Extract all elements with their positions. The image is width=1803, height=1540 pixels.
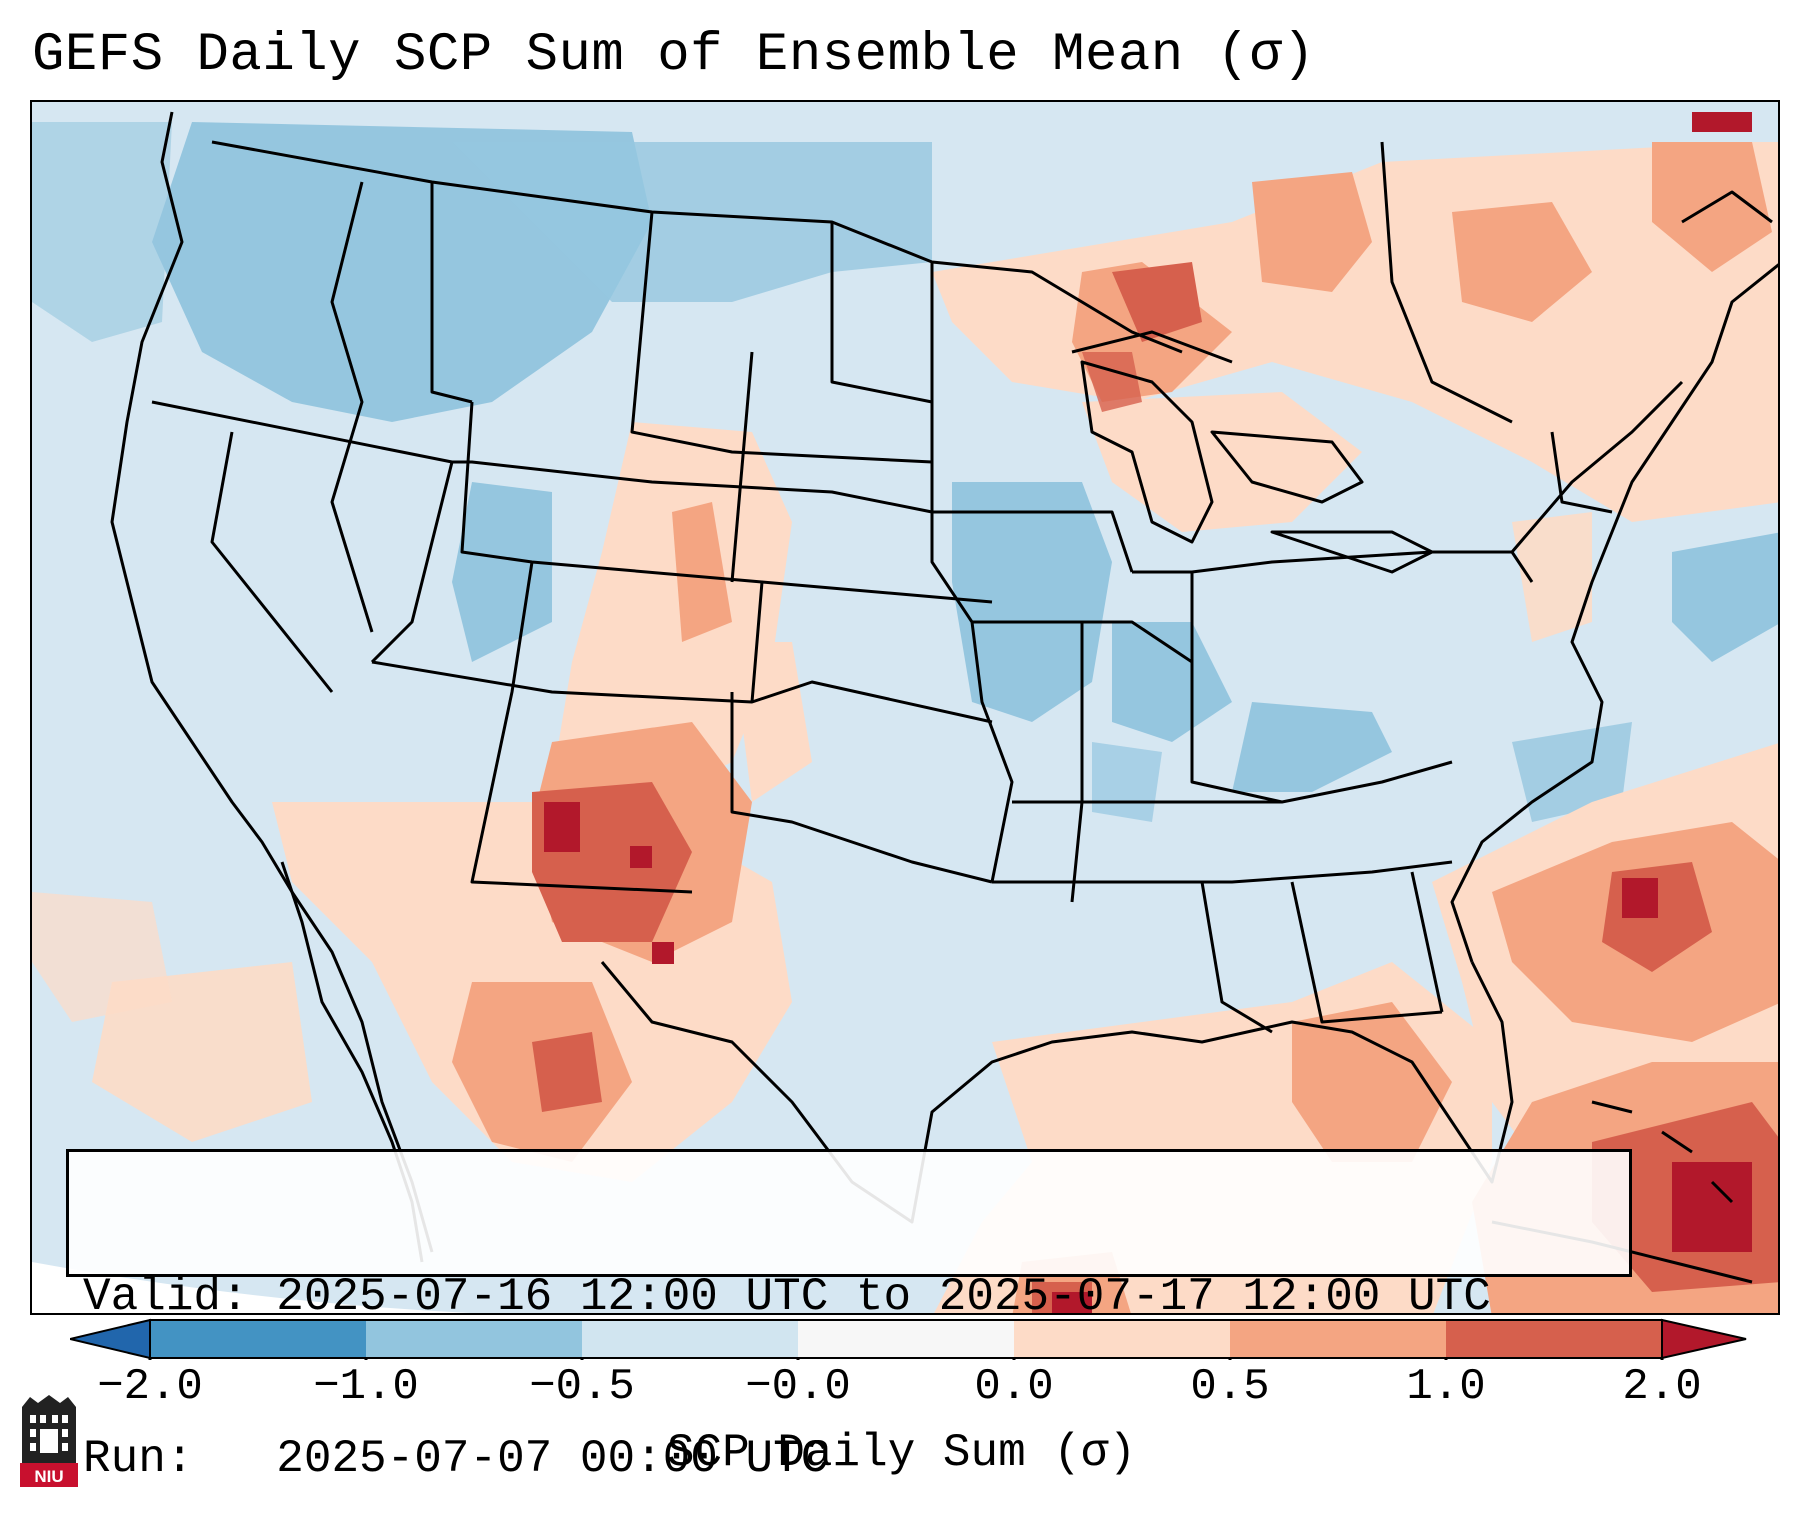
run-time-text: Run: 2025-07-07 00:00 UTC xyxy=(83,1433,829,1485)
colorbar-tick-label: −0.5 xyxy=(529,1362,635,1412)
colorbar-label: SCP Daily Sum (σ) xyxy=(666,1427,1137,1479)
colorbar-bin-4 xyxy=(798,1320,1014,1358)
logo-text: NIU xyxy=(34,1467,63,1486)
colorbar-bin-6 xyxy=(1230,1320,1446,1358)
field-positive-extreme xyxy=(544,112,1752,1313)
east-coastline xyxy=(1450,263,1778,963)
colorbar-outline xyxy=(149,1319,1663,1359)
projection-edge xyxy=(32,1262,471,1313)
colorbar-tick-label: 1.0 xyxy=(1406,1362,1486,1412)
colorbar-extend-low xyxy=(70,1318,151,1360)
valid-run-info-box: Valid: 2025-07-16 12:00 UTC to 2025-07-1… xyxy=(66,1149,1632,1485)
field-negative xyxy=(32,122,1778,822)
chart-title: GEFS Daily SCP Sum of Ensemble Mean (σ) xyxy=(32,25,1316,86)
colorbar-tick-label: −1.0 xyxy=(313,1362,419,1412)
colorbar-bin-2 xyxy=(366,1320,582,1358)
colorbar-bin-3 xyxy=(582,1320,798,1358)
colorbar-tick-label: −0.0 xyxy=(745,1362,851,1412)
colorbar-tick-label: −2.0 xyxy=(97,1362,203,1412)
valid-time-text: Valid: 2025-07-16 12:00 UTC to 2025-07-1… xyxy=(83,1271,1491,1323)
colorbar-bin-7 xyxy=(1446,1320,1662,1358)
colorbar xyxy=(70,1318,1747,1360)
colorbar-bin-5 xyxy=(1014,1320,1230,1358)
colorbar-tick-label: 2.0 xyxy=(1622,1362,1702,1412)
map-frame xyxy=(30,100,1780,1315)
map-canvas xyxy=(32,102,1778,1313)
colorbar-extend-high xyxy=(1661,1318,1747,1360)
colorbar-tick-label: 0.5 xyxy=(1190,1362,1270,1412)
colorbar-tick-label: 0.0 xyxy=(974,1362,1054,1412)
west-coastline xyxy=(110,111,434,1253)
colorbar-bin-1 xyxy=(150,1320,366,1358)
niu-logo: NIU xyxy=(20,1395,78,1487)
great-lakes xyxy=(1080,360,1214,544)
canada-border xyxy=(211,140,1183,354)
